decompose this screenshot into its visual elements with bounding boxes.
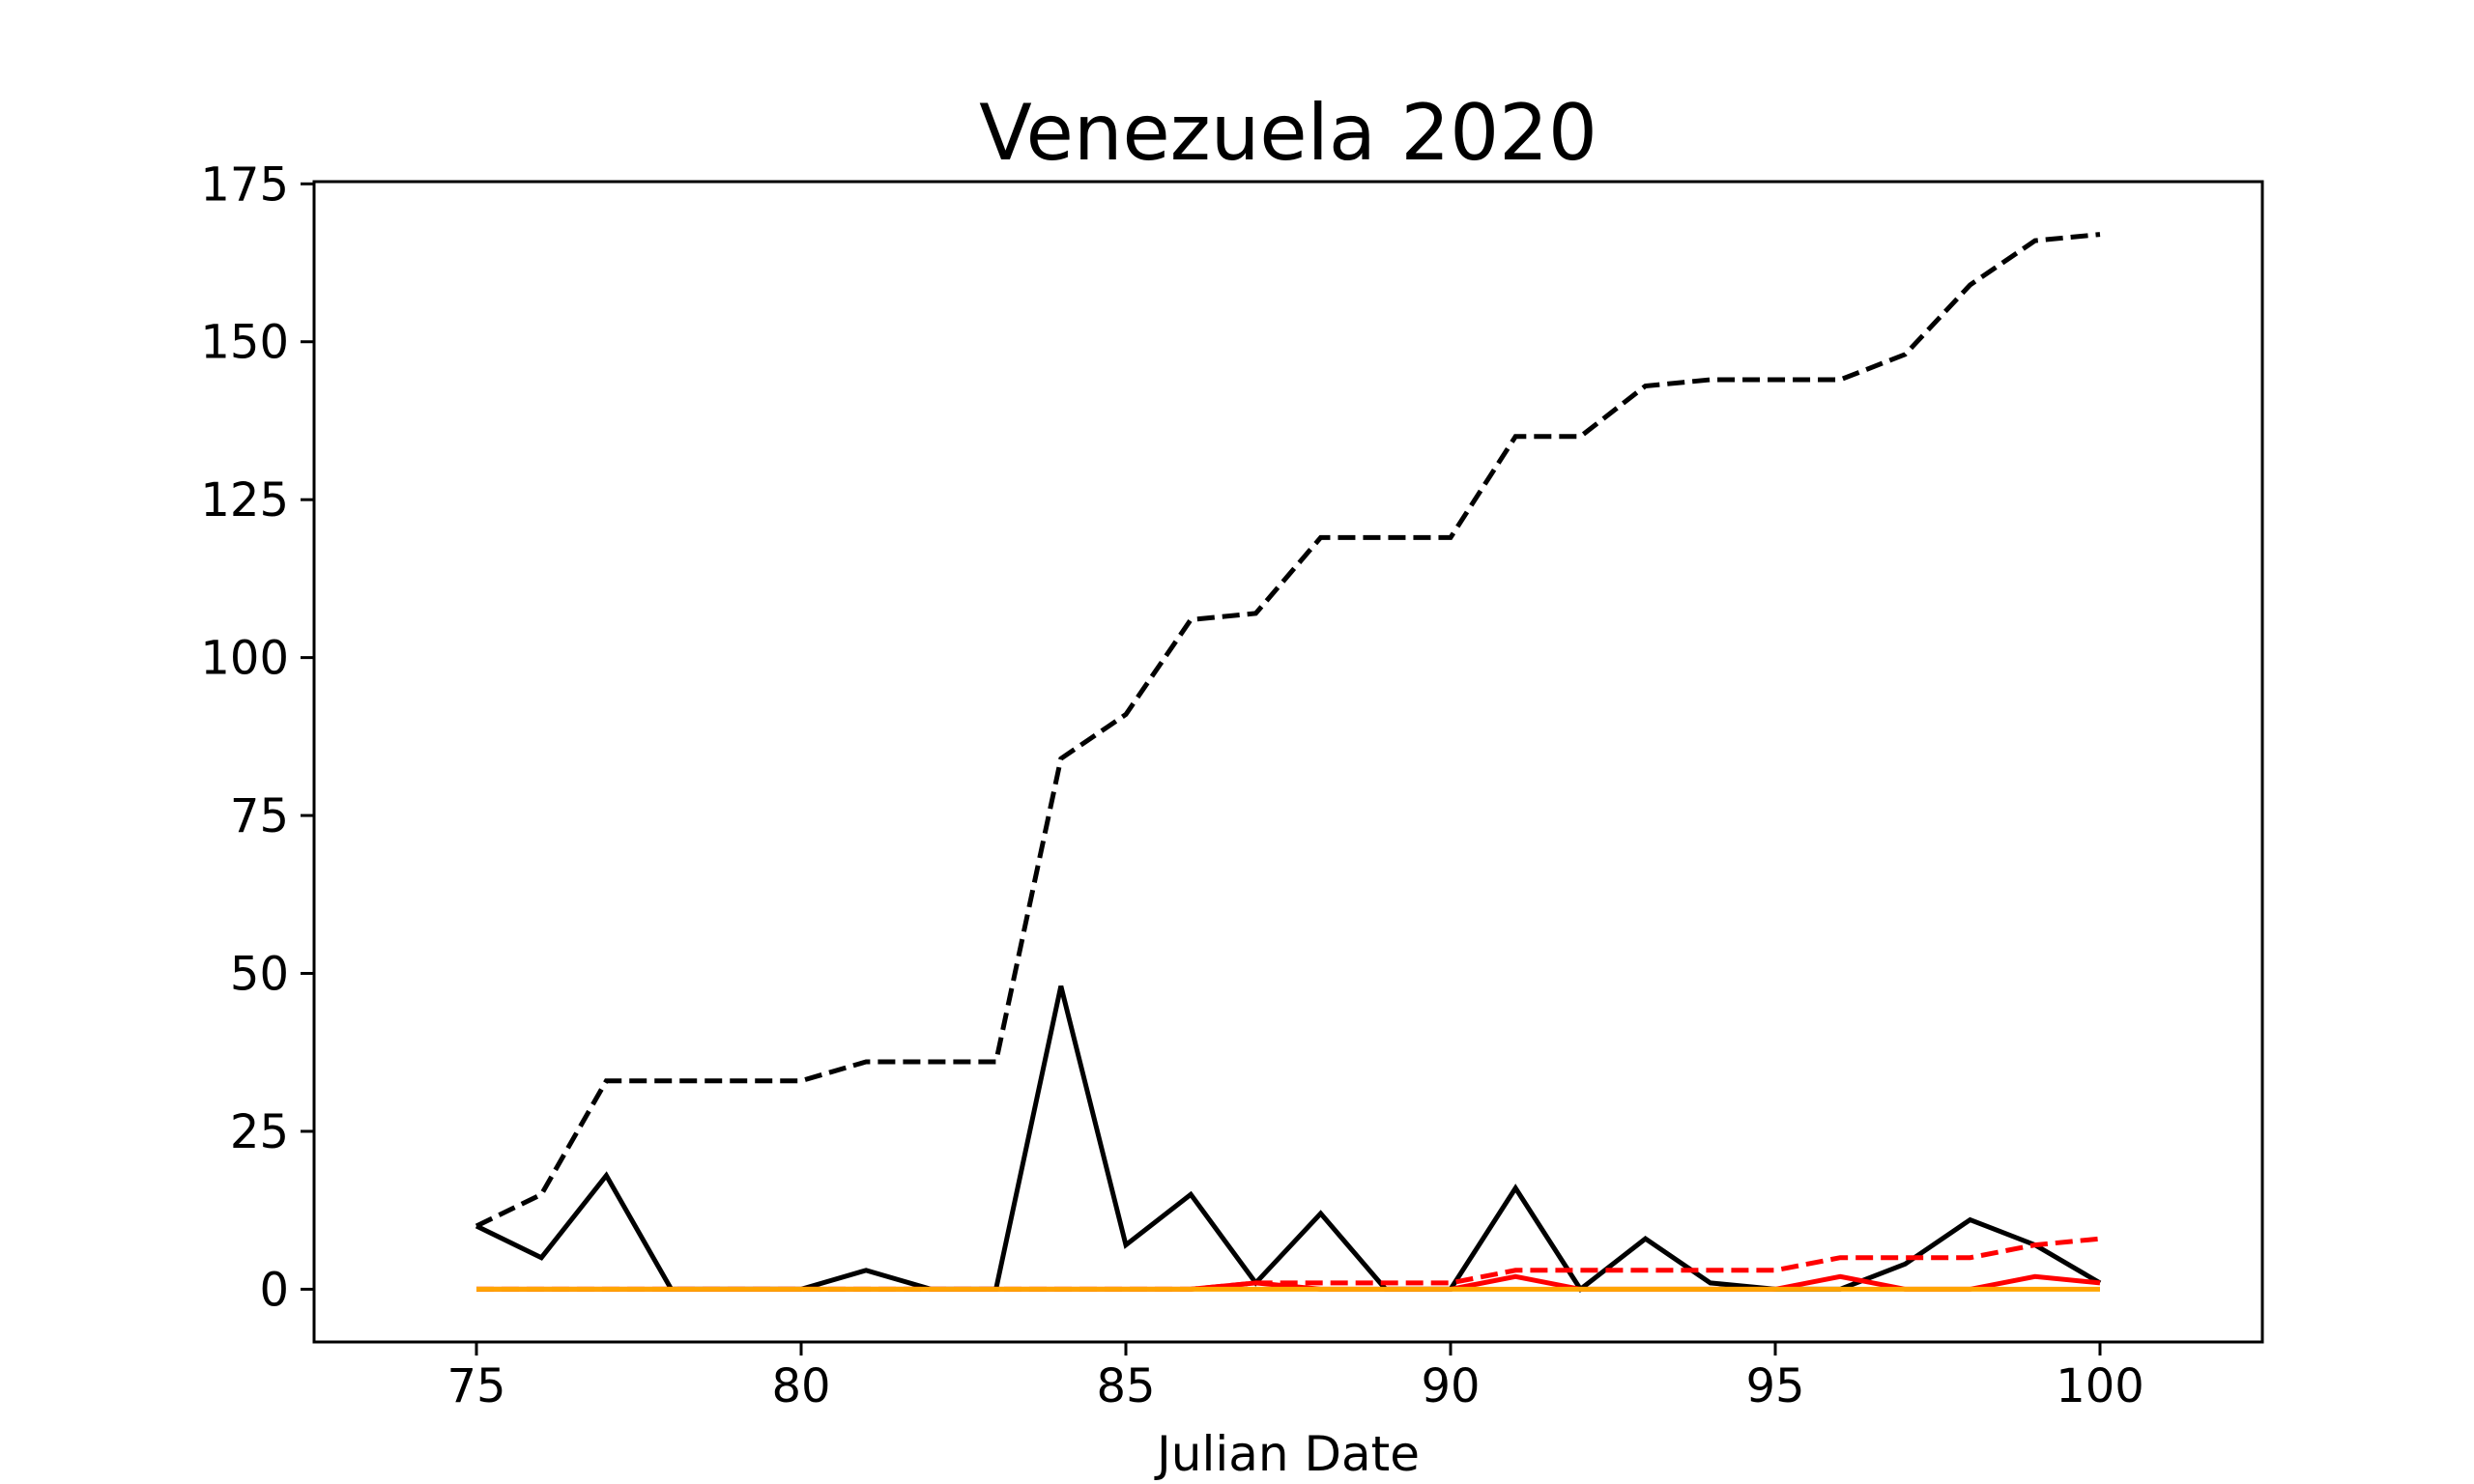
x-tick-label-75: 75 (446, 1359, 505, 1413)
axes-frame (312, 180, 2264, 1344)
x-tick-label-90: 90 (1421, 1359, 1480, 1413)
y-tick-label-100: 100 (200, 632, 289, 686)
x-tick-label-85: 85 (1096, 1359, 1155, 1413)
x-axis-label: Julian Date (1154, 1426, 1420, 1482)
y-tick-label-50: 50 (230, 948, 289, 1002)
series-line-3 (476, 1236, 2101, 1292)
y-tick-label-150: 150 (200, 316, 289, 370)
x-tick-label-95: 95 (1745, 1359, 1804, 1413)
x-tick-label-80: 80 (771, 1359, 830, 1413)
y-tick-label-0: 0 (259, 1263, 289, 1317)
plot-area: 75 80 85 90 95 100 0 25 50 75 100 125 150 175 (200, 157, 2264, 1413)
chart-title: Venezuela 2020 (979, 88, 1597, 178)
series-line-1 (475, 232, 2101, 1229)
y-tick-label-75: 75 (230, 789, 289, 843)
y-tick-label-125: 125 (200, 473, 289, 528)
y-tick-label-175: 175 (200, 157, 289, 212)
x-tick-label-100: 100 (2056, 1359, 2144, 1413)
y-tick-label-25: 25 (230, 1105, 289, 1159)
